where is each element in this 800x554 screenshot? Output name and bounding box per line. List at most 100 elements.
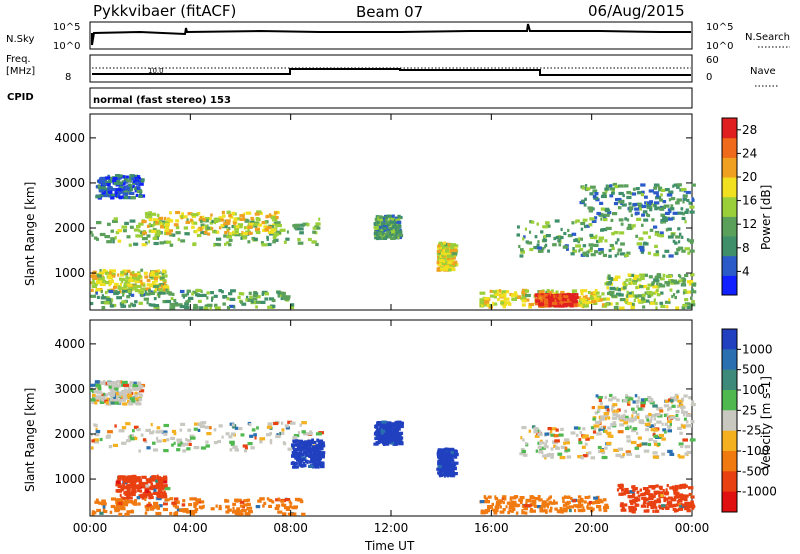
echo-cell [165, 240, 172, 244]
echo-cell [115, 483, 118, 487]
echo-cell [374, 236, 377, 240]
echo-cell [113, 291, 119, 296]
echo-cell [158, 495, 164, 499]
echo-cell [494, 495, 497, 499]
echo-cell [683, 197, 687, 201]
echo-cell [553, 499, 556, 503]
echo-cell [299, 231, 304, 235]
echo-cell [108, 194, 112, 198]
echo-cell [110, 196, 115, 200]
echo-cell [316, 462, 321, 467]
echo-cell [664, 216, 670, 220]
echo-cell [194, 230, 198, 234]
echo-cell [230, 442, 235, 446]
echo-cell [189, 509, 196, 514]
echo-cell [320, 464, 324, 468]
echo-cell [126, 393, 133, 397]
echo-cell [660, 218, 665, 223]
echo-cell [134, 391, 138, 395]
echo-cell [442, 248, 446, 253]
echo-cell [606, 282, 611, 286]
echo-cell [116, 296, 122, 300]
echo-cell [599, 418, 603, 422]
echo-cell [397, 431, 404, 435]
echo-cell [547, 432, 551, 436]
echo-cell [300, 445, 305, 449]
echo-cell [129, 225, 134, 229]
echo-cell [569, 299, 575, 303]
echo-cell [445, 473, 448, 477]
echo-cell [609, 184, 613, 188]
echo-cell [601, 292, 605, 296]
echo-cell [619, 231, 625, 235]
echo-cell [119, 273, 124, 277]
echo-cell [543, 304, 549, 308]
echo-cell [592, 291, 598, 295]
echo-cell [126, 179, 132, 183]
velocity-colorbar-label: Velocity [m s-1] [759, 376, 773, 470]
echo-cell [564, 448, 571, 452]
echo-cell [197, 299, 202, 303]
echo-cell [544, 503, 549, 507]
echo-cell [157, 291, 162, 295]
echo-cell [121, 300, 127, 304]
echo-cell [504, 497, 507, 501]
y-tick-label: 4000 [54, 337, 85, 351]
echo-cell [163, 282, 166, 286]
echo-cell [676, 493, 679, 497]
power-colorbar-frame [721, 117, 738, 296]
echo-cell [686, 280, 691, 284]
echo-cell [167, 229, 173, 233]
echo-cell [618, 218, 624, 222]
echo-cell [259, 497, 265, 501]
echo-cell [157, 294, 161, 299]
echo-cell [109, 269, 116, 273]
echo-cell [690, 503, 695, 507]
echo-cell [128, 243, 132, 247]
echo-cell [96, 508, 101, 513]
echo-cell [233, 217, 238, 221]
echo-cell [642, 210, 648, 214]
echo-cell [145, 428, 151, 432]
echo-cell [301, 421, 307, 425]
echo-cell [641, 204, 647, 209]
echo-cell [686, 509, 691, 513]
echo-cell [374, 425, 377, 429]
echo-cell [134, 289, 140, 293]
echo-cell [623, 421, 629, 425]
echo-cell [613, 231, 619, 235]
echo-cell [237, 510, 243, 514]
echo-cell [106, 190, 109, 194]
echo-cell [577, 240, 580, 244]
echo-cell [110, 281, 113, 285]
echo-cell [125, 477, 131, 481]
echo-cell [525, 499, 532, 503]
echo-cell [299, 227, 304, 231]
echo-cell [277, 294, 280, 298]
echo-cell [654, 201, 660, 205]
colorbar-swatch [722, 430, 737, 452]
colorbar-tick-label: 8 [742, 241, 750, 255]
echo-cell [622, 193, 625, 198]
echo-cell [311, 240, 317, 244]
echo-cell [561, 298, 567, 302]
echo-cell [171, 501, 177, 505]
echo-cell [529, 220, 533, 224]
echo-cell [164, 498, 170, 502]
echo-cell [182, 295, 185, 299]
echo-cell [135, 234, 139, 238]
echo-cell [232, 502, 237, 506]
echo-cell [114, 236, 117, 240]
echo-cell [155, 511, 162, 516]
echo-cell [290, 303, 295, 307]
echo-cell [553, 444, 557, 448]
echo-cell [566, 502, 570, 506]
echo-cell [572, 499, 577, 503]
echo-cell [229, 440, 235, 444]
echo-cell [121, 477, 126, 481]
echo-cell [648, 501, 652, 505]
echo-cell [91, 233, 94, 237]
echo-cell [187, 299, 191, 303]
echo-cell [245, 446, 248, 450]
echo-cell [634, 446, 639, 450]
